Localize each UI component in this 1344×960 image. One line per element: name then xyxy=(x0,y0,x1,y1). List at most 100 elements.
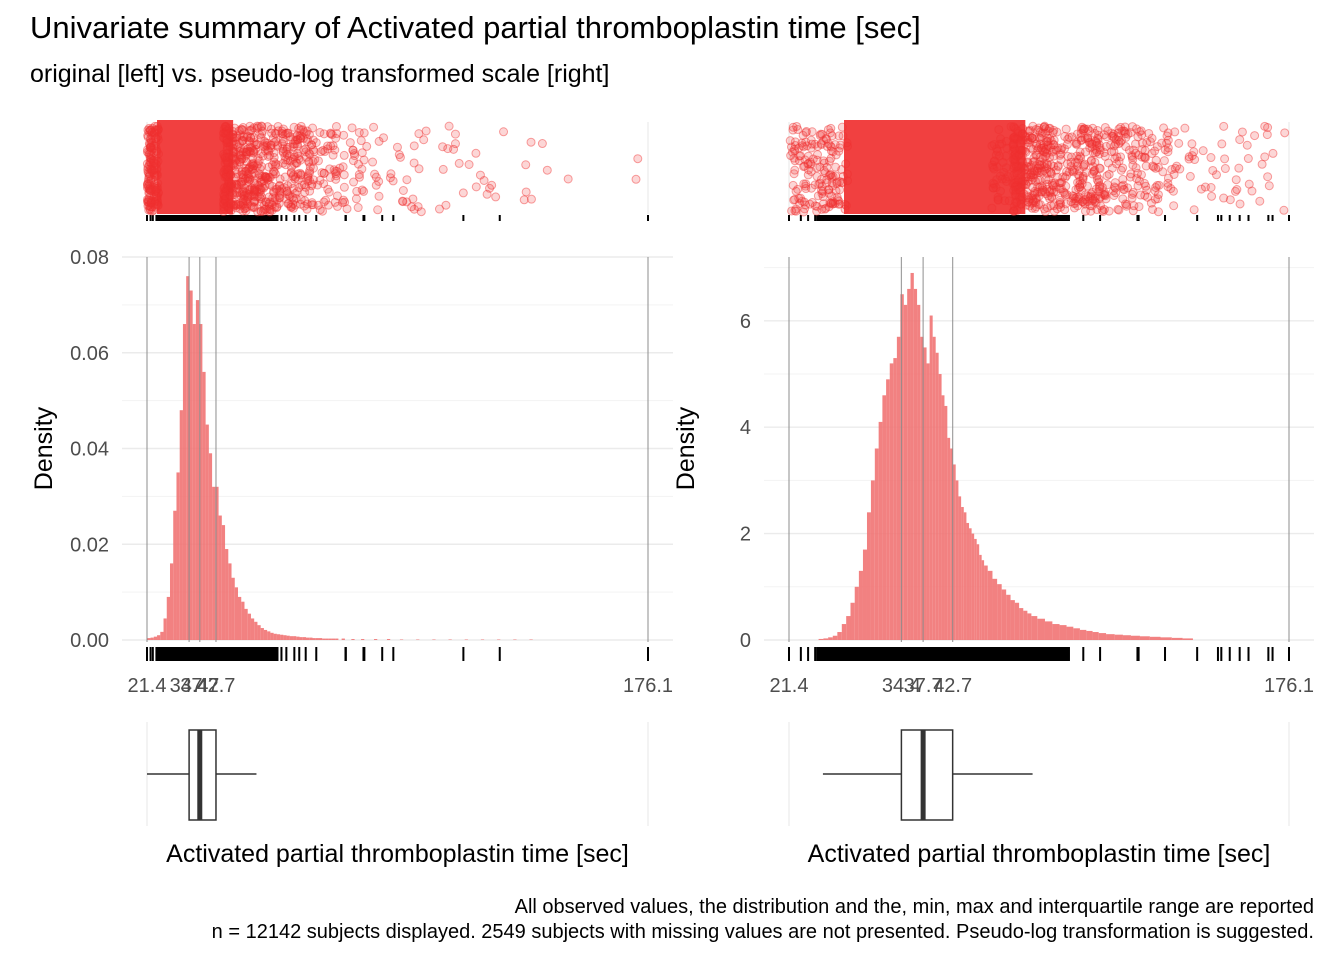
rug-tick xyxy=(149,647,152,661)
jitter-point xyxy=(236,177,246,187)
jitter-point xyxy=(1125,172,1135,182)
rug-tick xyxy=(838,215,841,221)
rug-tick xyxy=(256,215,259,221)
jitter-point xyxy=(238,176,248,186)
jitter-point xyxy=(219,199,229,209)
histogram-bar xyxy=(312,638,316,640)
jitter-point xyxy=(842,138,852,148)
jitter-point xyxy=(261,197,271,207)
rug-tick xyxy=(1238,215,1241,221)
rug-tick xyxy=(1164,647,1167,661)
rug-tick xyxy=(162,215,165,221)
jitter-point xyxy=(1100,188,1110,198)
jitter-point xyxy=(145,164,155,174)
jitter-point xyxy=(1234,163,1244,173)
jitter-point xyxy=(1207,191,1217,201)
jitter-point xyxy=(1163,135,1173,145)
histogram-bar xyxy=(941,395,945,640)
jitter-point xyxy=(278,148,288,158)
jitter-point xyxy=(143,125,153,135)
jitter-point xyxy=(145,186,155,196)
jitter-point xyxy=(631,174,641,184)
rug-tick xyxy=(168,647,171,661)
histogram-bar xyxy=(979,554,982,640)
jitter-point xyxy=(1131,163,1141,173)
rug-tick xyxy=(942,215,945,221)
jitter-point xyxy=(1036,131,1046,141)
rug-tick xyxy=(149,215,152,221)
chart-subtitle: original [left] vs. pseudo-log transform… xyxy=(30,60,610,88)
jitter-point xyxy=(821,178,831,188)
rug-tick xyxy=(1050,215,1053,221)
y-axis-label: Density xyxy=(30,406,58,490)
rug-tick xyxy=(242,647,245,661)
rug-tick xyxy=(228,215,231,221)
jitter-point xyxy=(392,142,402,152)
jitter-point xyxy=(272,195,282,205)
jitter-point xyxy=(1025,126,1035,136)
rug-tick xyxy=(885,215,888,221)
jitter-point xyxy=(1092,147,1102,157)
histogram-bar xyxy=(351,639,355,640)
jitter-point xyxy=(1158,167,1168,177)
jitter-point xyxy=(289,150,299,160)
jitter-point xyxy=(260,172,270,182)
jitter-point xyxy=(303,176,313,186)
rug-tick xyxy=(188,215,191,221)
rug-tick xyxy=(217,647,220,661)
jitter-point xyxy=(1037,167,1047,177)
histogram-bar xyxy=(328,638,332,640)
jitter-point xyxy=(260,138,270,148)
jitter-point xyxy=(471,148,481,158)
jitter-point xyxy=(307,200,317,210)
histogram-bar xyxy=(947,437,951,640)
histogram-bar xyxy=(202,371,206,640)
jitter-point xyxy=(350,151,360,161)
jitter-point xyxy=(250,183,260,193)
jitter-point xyxy=(246,133,256,143)
jitter-point xyxy=(1062,159,1072,169)
jitter-point xyxy=(250,197,260,207)
jitter-point xyxy=(810,180,820,190)
jitter-point xyxy=(994,125,1004,135)
jitter-point xyxy=(256,206,266,216)
jitter-point xyxy=(799,207,809,217)
jitter-point xyxy=(1090,157,1100,167)
jitter-point xyxy=(305,168,315,178)
jitter-point xyxy=(1023,137,1033,147)
rug-tick xyxy=(881,215,884,221)
jitter-point xyxy=(812,206,822,216)
jitter-point xyxy=(245,175,255,185)
jitter-point xyxy=(144,188,154,198)
rug-tick xyxy=(953,215,956,221)
histogram-bar xyxy=(896,336,901,640)
jitter-point xyxy=(145,140,155,150)
jitter-point xyxy=(249,192,259,202)
rug-tick xyxy=(881,647,884,661)
rug-tick xyxy=(186,647,189,661)
jitter-point xyxy=(218,207,228,217)
jitter-point xyxy=(238,123,248,133)
jitter-point xyxy=(1141,161,1151,171)
jitter-point xyxy=(250,187,260,197)
jitter-point xyxy=(261,172,271,182)
rug-tick xyxy=(192,647,195,661)
jitter-point xyxy=(1020,168,1030,178)
rug-tick xyxy=(1055,647,1058,661)
jitter-point xyxy=(409,141,419,151)
rug-tick xyxy=(1011,215,1014,221)
jitter-point xyxy=(1163,178,1173,188)
jitter-point xyxy=(805,199,815,209)
rug-tick xyxy=(285,215,288,221)
x-axis-label: Activated partial thromboplastin time [s… xyxy=(808,840,1271,868)
rug-tick xyxy=(1196,647,1199,661)
jitter-point xyxy=(443,144,453,154)
jitter-point xyxy=(242,195,252,205)
jitter-point xyxy=(268,166,278,176)
rug-tick xyxy=(864,215,867,221)
rug-tick xyxy=(185,215,188,221)
rug-tick xyxy=(201,647,204,661)
jitter-point xyxy=(438,164,448,174)
rug-tick xyxy=(1023,215,1026,221)
rug-tick xyxy=(224,647,227,661)
